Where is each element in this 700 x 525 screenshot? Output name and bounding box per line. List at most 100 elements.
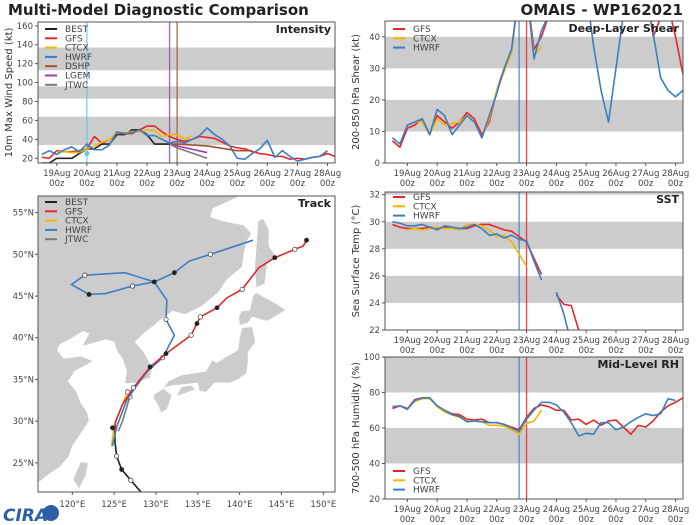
x-tick-label-date: 25Aug	[572, 169, 599, 179]
y-axis-label: 200-850 hPa Shear (kt)	[351, 34, 362, 150]
x-tick-label-date: 28Aug	[314, 169, 341, 179]
legend-label: BEST	[65, 198, 89, 208]
track-line-best	[114, 427, 142, 492]
track-point-filled	[214, 305, 220, 311]
y-tick-label: 50°N	[13, 250, 34, 260]
x-tick-label-hour: 00z	[549, 515, 565, 525]
x-tick-label-date: 28Aug	[662, 169, 689, 179]
y-tick-label: 30°N	[13, 417, 34, 427]
y-axis-label: 700-500 hPa Humidity (%)	[351, 362, 362, 494]
x-tick-label-date: 23Aug	[163, 169, 190, 179]
x-tick-label-hour: 00z	[608, 515, 624, 525]
series-line-ctcx	[56, 129, 193, 154]
legend-label: HWRF	[413, 44, 440, 54]
track-point-filled	[171, 270, 177, 276]
y-tick-label: 80	[369, 389, 380, 399]
y-tick-label: 30	[369, 64, 380, 74]
series-line-hwrf	[392, 220, 543, 281]
x-tick-label-date: 23Aug	[513, 336, 540, 346]
track-point-open	[129, 283, 136, 289]
x-tick-label-hour: 00z	[579, 346, 595, 356]
legend-label: JTWC	[64, 81, 88, 91]
y-tick-label: 60	[22, 116, 33, 126]
x-tick-label-date: 21Aug	[453, 169, 480, 179]
rh-plot-area	[385, 357, 683, 499]
x-tick-label-hour: 00z	[638, 179, 654, 189]
shaded-band	[385, 275, 683, 303]
y-tick-label: 10	[369, 127, 380, 137]
shaded-band	[385, 99, 683, 132]
shear-panel: 19Aug00z20Aug00z21Aug00z22Aug00z23Aug00z…	[351, 20, 689, 189]
track-point-filled	[110, 425, 115, 431]
x-tick-label-date: 27Aug	[632, 169, 659, 179]
intensity-plot-area	[38, 22, 335, 163]
x-tick-label-hour: 00z	[519, 346, 535, 356]
x-tick-label-date: 24Aug	[543, 169, 570, 179]
series-line-hwrf	[391, 21, 683, 145]
legend-label: HWRF	[413, 486, 440, 496]
x-tick-label-hour: 00z	[169, 179, 185, 189]
track-point-open	[197, 314, 203, 320]
x-tick-label-date: 22Aug	[483, 336, 510, 346]
land-mainland	[38, 196, 252, 484]
panel-title: Intensity	[276, 23, 331, 36]
legend-label: GFS	[65, 34, 83, 44]
legend-label: CTCX	[65, 217, 89, 227]
x-tick-label: 150°E	[310, 500, 336, 510]
track-point-filled	[147, 364, 153, 370]
track-frame	[37, 195, 336, 493]
x-tick-label-hour: 00z	[79, 179, 95, 189]
series-line-dshp	[169, 143, 253, 152]
y-tick-label: 22	[369, 326, 380, 336]
shear-frame	[384, 20, 684, 164]
panel-title: Deep-Layer Shear	[568, 22, 679, 35]
track-point-open	[239, 286, 245, 292]
sst-plot-area	[385, 192, 683, 330]
x-tick-label-date: 20Aug	[73, 169, 100, 179]
y-tick-label: 26	[369, 272, 380, 282]
land-honshu	[162, 326, 256, 393]
x-tick-label-hour: 00z	[489, 346, 505, 356]
x-tick-label-date: 27Aug	[632, 336, 659, 346]
x-tick-label-date: 19Aug	[394, 169, 421, 179]
x-tick-label: 140°E	[227, 500, 253, 510]
sst-panel: 19Aug00z20Aug00z21Aug00z22Aug00z23Aug00z…	[351, 191, 689, 356]
x-tick-label-hour: 00z	[549, 346, 565, 356]
intensity-panel: 19Aug00z20Aug00z21Aug00z22Aug00z23Aug00z…	[4, 21, 341, 189]
x-tick-label: 145°E	[269, 500, 295, 510]
x-tick-label-hour: 00z	[519, 179, 535, 189]
x-tick-label-hour: 00z	[608, 179, 624, 189]
panels: 19Aug00z20Aug00z21Aug00z22Aug00z23Aug00z…	[4, 20, 689, 525]
x-tick-label-hour: 00z	[638, 515, 654, 525]
y-tick-label: 160	[17, 22, 33, 32]
legend-label: CTCX	[65, 44, 89, 54]
y-tick-label: 40	[22, 135, 33, 145]
track-point-filled	[151, 279, 157, 285]
x-tick-label-hour: 00z	[139, 179, 155, 189]
legend-label: BEST	[65, 25, 89, 35]
x-tick-label-hour: 00z	[459, 515, 475, 525]
rh-frame	[384, 356, 684, 500]
y-tick-label: 25°N	[13, 459, 34, 469]
x-tick-label-date: 24Aug	[543, 336, 570, 346]
x-tick-label-date: 24Aug	[543, 505, 570, 515]
legend-label: GFS	[413, 193, 431, 203]
y-tick-label: 24	[369, 299, 380, 309]
x-tick-label-hour: 00z	[400, 179, 416, 189]
track-point-open	[82, 272, 88, 278]
x-tick-label-hour: 00z	[489, 179, 505, 189]
x-tick-label-date: 21Aug	[453, 336, 480, 346]
x-tick-label-hour: 00z	[638, 346, 654, 356]
x-tick-label-hour: 00z	[668, 179, 684, 189]
x-tick-label-hour: 00z	[549, 179, 565, 189]
sst-frame	[384, 191, 684, 331]
x-tick-label-hour: 00z	[459, 179, 475, 189]
y-axis-label: Sea Surface Temp (°C)	[351, 205, 362, 318]
intensity-frame	[37, 21, 336, 164]
x-tick-label-hour: 00z	[260, 179, 276, 189]
y-tick-label: 0	[375, 159, 380, 169]
x-tick-label-date: 21Aug	[103, 169, 130, 179]
